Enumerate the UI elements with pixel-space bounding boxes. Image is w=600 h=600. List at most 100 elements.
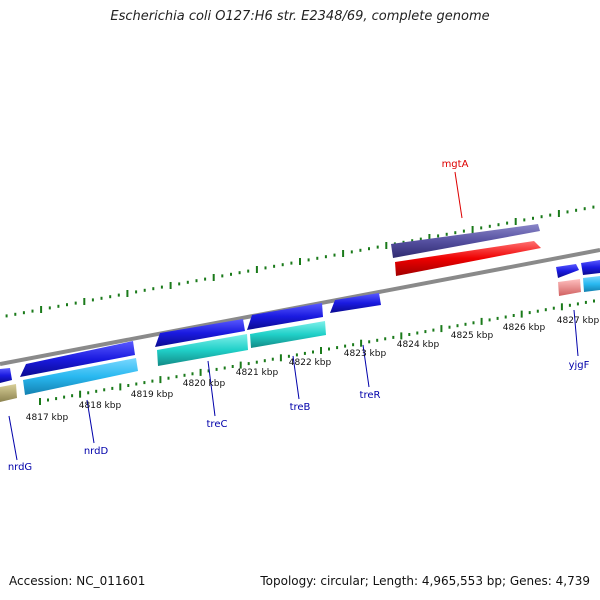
cds-feature-right-edge [581, 260, 600, 275]
major-tick-mark [239, 361, 242, 369]
gene-label-mgtA: mgtA [442, 159, 469, 170]
minor-tick-mark [359, 248, 362, 252]
minor-tick-mark [576, 302, 579, 306]
minor-tick-mark [264, 266, 267, 270]
minor-tick-mark [336, 346, 339, 350]
minor-tick-mark [368, 340, 371, 344]
treR-label-line [362, 344, 370, 388]
minor-tick-mark [497, 223, 500, 227]
minor-tick-mark [135, 290, 138, 294]
scale-label-4820: 4820 kbp [183, 379, 226, 389]
minor-tick-mark [111, 386, 114, 390]
nrdG-label-line [8, 415, 18, 461]
minor-tick-mark [66, 303, 68, 307]
minor-tick-mark [143, 288, 146, 292]
minor-tick-mark [488, 224, 491, 228]
minor-tick-mark [103, 388, 106, 392]
scale-label-4822: 4822 kbp [289, 358, 332, 368]
major-tick-mark [360, 339, 363, 347]
minor-tick-mark [48, 306, 51, 310]
minor-tick-mark [215, 367, 218, 371]
treC-gene-feature [157, 334, 248, 366]
major-tick-mark [79, 390, 82, 398]
minor-tick-mark [238, 271, 241, 275]
minor-tick-mark [221, 274, 224, 278]
minor-tick-mark [167, 376, 170, 380]
minor-tick-mark [333, 253, 336, 257]
minor-tick-mark [231, 365, 234, 368]
minor-tick-mark [506, 221, 509, 225]
major-tick-mark [320, 347, 322, 354]
outer-tick-track [5, 205, 595, 318]
minor-tick-mark [544, 308, 547, 312]
cds-feature-right [556, 264, 579, 278]
genome-title: Escherichia coli O127:H6 str. E2348/69, … [110, 9, 490, 24]
major-tick-mark [126, 290, 129, 297]
treR-cds-feature [330, 293, 381, 313]
minor-tick-mark [183, 373, 186, 377]
minor-tick-mark [204, 277, 207, 281]
nrdD-gene-feature [23, 358, 138, 395]
scale-label-4825: 4825 kbp [451, 331, 494, 341]
cds-feature-left-edge [0, 368, 12, 383]
mgtA-gene-feature [395, 241, 541, 276]
minor-tick-mark [464, 322, 467, 326]
minor-tick-mark [352, 343, 355, 347]
gene-feature-cyan-edge [583, 276, 600, 292]
minor-tick-mark [263, 359, 266, 363]
minor-tick-mark [312, 350, 314, 354]
gene-label-treB: treB [290, 402, 311, 413]
minor-tick-mark [328, 347, 330, 351]
scale-label-4819: 4819 kbp [131, 390, 174, 400]
major-tick-mark [557, 210, 560, 217]
minor-tick-mark [496, 316, 499, 320]
minor-tick-mark [437, 234, 440, 238]
minor-tick-mark [14, 312, 17, 316]
scale-label-4824: 4824 kbp [397, 340, 440, 350]
minor-tick-mark [456, 324, 459, 328]
minor-tick-mark [135, 382, 138, 386]
major-tick-mark [428, 234, 431, 241]
major-tick-mark [385, 242, 388, 249]
gene-label-yjgF: yjgF [569, 360, 590, 371]
major-tick-mark [119, 383, 122, 391]
minor-tick-mark [419, 237, 422, 241]
major-tick-mark [471, 226, 474, 233]
minor-tick-mark [191, 372, 194, 376]
major-tick-mark [480, 317, 483, 325]
minor-tick-mark [504, 315, 507, 319]
minor-tick-mark [424, 330, 427, 334]
genome-summary-label: Topology: circular; Length: 4,965,553 bp… [260, 574, 590, 588]
minor-tick-mark [47, 398, 49, 402]
major-tick-mark [255, 266, 258, 273]
minor-tick-mark [472, 321, 475, 325]
minor-tick-mark [344, 344, 347, 348]
minor-tick-mark [255, 360, 258, 364]
treB-label-line [292, 355, 300, 400]
minor-tick-mark [593, 299, 595, 303]
minor-tick-mark [584, 300, 587, 304]
mgtA-label-line [454, 171, 463, 219]
inner-tick-track [39, 299, 595, 405]
minor-tick-mark [528, 311, 531, 315]
nrdD-label-line [86, 399, 95, 444]
minor-tick-mark [207, 369, 210, 373]
minor-tick-mark [290, 261, 293, 265]
major-tick-mark [520, 310, 523, 318]
minor-tick-mark [109, 295, 112, 299]
minor-tick-mark [454, 231, 457, 235]
minor-tick-mark [583, 207, 586, 211]
major-tick-mark [342, 250, 345, 257]
minor-tick-mark [540, 215, 543, 219]
minor-tick-mark [295, 353, 298, 357]
minor-tick-mark [512, 314, 515, 317]
minor-tick-mark [87, 391, 90, 395]
minor-tick-mark [95, 389, 98, 393]
major-tick-mark [279, 354, 282, 362]
minor-tick-mark [247, 362, 250, 366]
cds-feature-forward [391, 224, 540, 258]
minor-tick-mark [117, 293, 120, 297]
minor-tick-mark [71, 394, 74, 398]
minor-tick-mark [57, 304, 60, 308]
